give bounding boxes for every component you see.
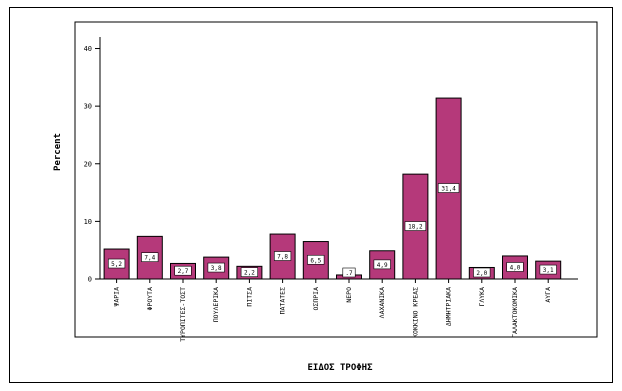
y-tick-label: 0: [88, 276, 92, 284]
data-label-box: [473, 267, 491, 278]
data-label-box: [108, 258, 126, 269]
data-label: 4,0: [510, 264, 521, 271]
x-category-label: ΓΛΥΚΑ: [478, 287, 486, 307]
data-label-box: [506, 262, 524, 272]
data-label-box: [240, 267, 259, 277]
y-tick-label: 40: [84, 45, 92, 53]
data-label: 6,5: [310, 257, 321, 264]
x-category-label: ΑΥΓΑ: [544, 287, 552, 303]
data-label-box: [141, 252, 159, 262]
x-category-label: ΠΙΤΣΑ: [245, 287, 253, 307]
data-label: 7,4: [144, 255, 155, 262]
chart-frame: [9, 7, 613, 383]
x-category-label: ΦΡΟΥΤΑ: [146, 287, 154, 311]
x-category-label: ΤΥΡΟΠΙΤΕΣ-ΤΟΣΤ: [179, 287, 187, 342]
data-label-box: [437, 183, 460, 193]
data-label: 2,7: [178, 268, 189, 275]
x-category-label: ΛΑΧΑΝΙΚΑ: [378, 287, 386, 318]
data-label-box: [307, 254, 325, 265]
y-tick-label: 20: [84, 160, 92, 168]
data-label-box: [342, 267, 356, 278]
plot-area: [74, 21, 598, 338]
x-axis-title: ΕΙΔΟΣ ΤΡΟΦΗΣ: [307, 363, 373, 373]
x-category-label: ΝΕΡΟ: [345, 287, 353, 303]
bars-group: 5,2 7,4 2,7 3,8 2,2 7,8 6,5 .7 4,9 18,2 31,4 2,0 4,0…: [103, 97, 562, 280]
data-label: 18,2: [408, 224, 423, 231]
data-label-box: [174, 265, 192, 276]
y-ticks-group: 0 10 20 30 40: [84, 45, 100, 284]
x-category-label: ΠΑΤΑΤΕΣ: [279, 287, 287, 314]
x-category-label: ΚΟΚΚΙΝΟ ΚΡΕΑΣ: [411, 287, 419, 338]
data-label-box: [273, 251, 292, 261]
data-label-box: [207, 262, 225, 273]
x-category-label: ΠΟΥΛΕΡΙΚΑ: [212, 287, 220, 322]
data-label: 3,8: [211, 265, 222, 272]
x-category-label: ΔΗΜΗΤΡΙΑΚΑ: [445, 287, 453, 326]
x-labels-group: ΨΑΡΙΑ ΦΡΟΥΤΑ ΤΥΡΟΠΙΤΕΣ-ΤΟΣΤ ΠΟΥΛΕΡΙΚΑ ΠΙΤΣΑ Π…: [113, 279, 552, 342]
x-category-label: ΨΑΡΙΑ: [113, 287, 121, 307]
data-label-box: [373, 259, 391, 270]
y-tick-label: 10: [84, 218, 92, 226]
data-label: 2,0: [476, 270, 487, 277]
data-label: 4,9: [377, 262, 388, 269]
data-label: 3,1: [543, 267, 554, 274]
y-tick-label: 30: [84, 103, 92, 111]
data-label-box: [539, 264, 557, 275]
y-axis-title: Percent: [53, 133, 63, 171]
data-label-box: [404, 221, 427, 231]
data-label: 31,4: [441, 186, 456, 193]
x-category-label: ΟΣΠΡΙΑ: [312, 287, 320, 311]
data-label: 2,2: [244, 270, 255, 277]
x-category-label: ΓΑΛΑΚΤΟΚΟΜΙΚΑ: [511, 287, 519, 338]
data-label: 7,8: [277, 254, 288, 261]
data-label: .7: [345, 270, 353, 277]
data-label: 5,2: [111, 261, 122, 268]
